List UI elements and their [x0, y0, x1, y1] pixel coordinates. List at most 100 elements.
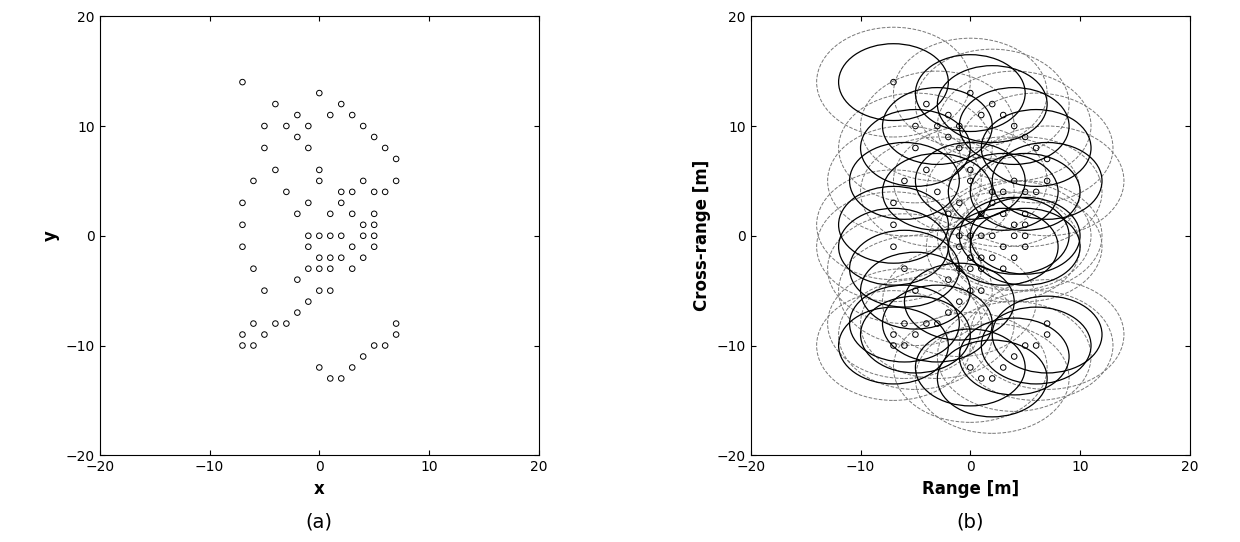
- Point: [884, 330, 904, 339]
- Point: [299, 264, 319, 273]
- Point: [916, 166, 936, 175]
- Point: [310, 363, 330, 372]
- Point: [1027, 144, 1047, 152]
- Point: [277, 122, 296, 131]
- Y-axis label: y: y: [42, 230, 60, 241]
- Point: [950, 122, 970, 131]
- Point: [353, 221, 373, 229]
- X-axis label: Range [m]: Range [m]: [921, 480, 1019, 498]
- Point: [982, 100, 1002, 108]
- Point: [960, 363, 980, 372]
- Point: [254, 330, 274, 339]
- Point: [233, 341, 253, 350]
- Point: [939, 209, 959, 218]
- Point: [365, 209, 384, 218]
- Point: [1004, 177, 1024, 185]
- Point: [277, 319, 296, 328]
- Point: [353, 254, 373, 262]
- Point: [243, 341, 263, 350]
- Point: [277, 188, 296, 196]
- Text: (b): (b): [956, 512, 985, 531]
- Point: [288, 133, 308, 141]
- Point: [265, 100, 285, 108]
- Point: [993, 188, 1013, 196]
- Point: [342, 111, 362, 119]
- Point: [342, 188, 362, 196]
- Point: [310, 254, 330, 262]
- Point: [376, 341, 396, 350]
- Point: [353, 231, 373, 240]
- Point: [1037, 154, 1056, 163]
- Point: [265, 166, 285, 175]
- Point: [233, 330, 253, 339]
- Point: [993, 209, 1013, 218]
- Point: [971, 231, 991, 240]
- Point: [310, 286, 330, 295]
- Point: [342, 242, 362, 251]
- Point: [1004, 221, 1024, 229]
- Point: [1016, 188, 1035, 196]
- Point: [331, 374, 351, 383]
- Point: [1016, 242, 1035, 251]
- Point: [310, 264, 330, 273]
- Point: [971, 254, 991, 262]
- Point: [971, 264, 991, 273]
- Point: [894, 177, 914, 185]
- Point: [365, 133, 384, 141]
- Point: [884, 78, 904, 86]
- Point: [320, 286, 340, 295]
- Point: [288, 209, 308, 218]
- Point: [353, 177, 373, 185]
- Point: [299, 198, 319, 207]
- Point: [884, 198, 904, 207]
- Point: [386, 177, 405, 185]
- Point: [331, 100, 351, 108]
- Point: [928, 319, 947, 328]
- Point: [365, 188, 384, 196]
- Point: [939, 308, 959, 317]
- Point: [320, 254, 340, 262]
- Point: [884, 242, 904, 251]
- Point: [950, 297, 970, 306]
- Point: [299, 242, 319, 251]
- Point: [299, 231, 319, 240]
- Point: [376, 144, 396, 152]
- Point: [884, 341, 904, 350]
- Point: [353, 122, 373, 131]
- Point: [233, 198, 253, 207]
- Point: [386, 319, 405, 328]
- Point: [1016, 341, 1035, 350]
- Point: [916, 100, 936, 108]
- Point: [982, 198, 1002, 207]
- Point: [971, 286, 991, 295]
- Point: [982, 254, 1002, 262]
- Point: [299, 144, 319, 152]
- Point: [1004, 122, 1024, 131]
- Point: [894, 319, 914, 328]
- Point: [950, 198, 970, 207]
- Point: [1016, 221, 1035, 229]
- Point: [1027, 188, 1047, 196]
- Point: [971, 374, 991, 383]
- Point: [960, 177, 980, 185]
- Point: [905, 122, 925, 131]
- Point: [1016, 133, 1035, 141]
- Point: [331, 188, 351, 196]
- Point: [1004, 352, 1024, 361]
- Point: [365, 231, 384, 240]
- Point: [342, 209, 362, 218]
- Point: [1037, 319, 1056, 328]
- Point: [310, 231, 330, 240]
- Point: [243, 177, 263, 185]
- Point: [353, 352, 373, 361]
- Point: [982, 231, 1002, 240]
- Point: [982, 374, 1002, 383]
- Point: [916, 319, 936, 328]
- Point: [288, 111, 308, 119]
- Point: [993, 111, 1013, 119]
- Point: [960, 166, 980, 175]
- Point: [939, 133, 959, 141]
- Point: [254, 122, 274, 131]
- Point: [320, 209, 340, 218]
- Point: [254, 144, 274, 152]
